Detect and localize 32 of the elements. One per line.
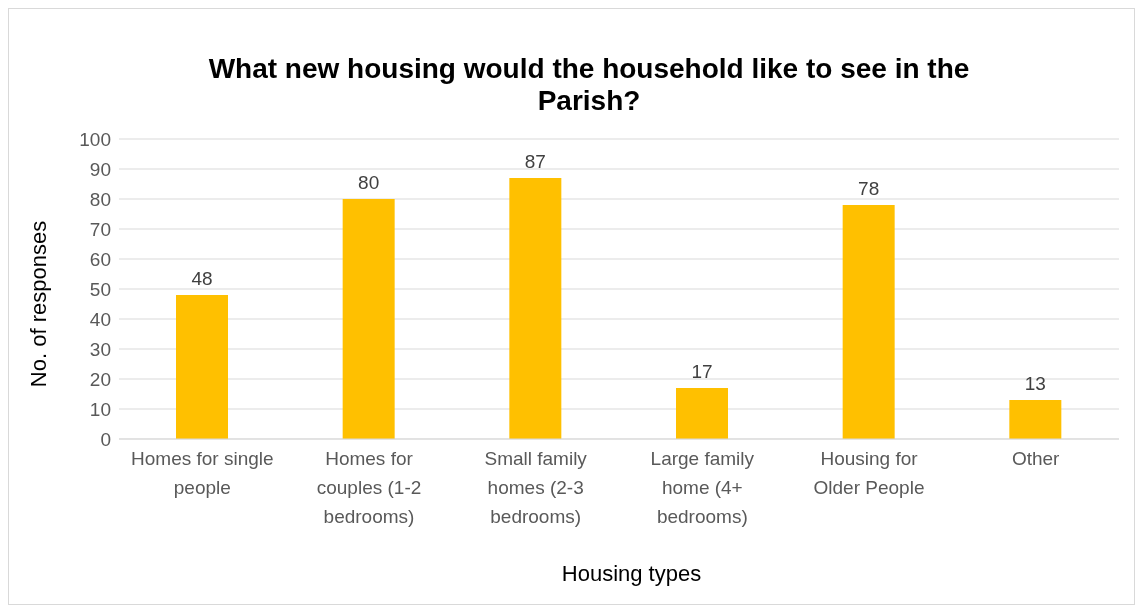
data-label: 17 [691,361,713,382]
x-tick-label: Other [1011,448,1061,469]
bar [176,295,228,439]
x-tick-label: Homes for couples (1-2 bedrooms) [316,448,422,527]
data-label: 13 [1024,373,1046,394]
y-tick-label: 90 [89,158,111,180]
y-axis-title: No. of responses [26,220,52,388]
data-label: 87 [524,151,546,172]
x-axis-title: Housing types [560,561,703,587]
y-tick-label: 0 [100,428,111,450]
y-tick-label: 30 [89,338,111,360]
bar [342,199,395,439]
y-tick-label: 80 [89,188,111,210]
bar [1009,400,1062,439]
y-tick-label: 60 [89,248,111,270]
x-tick-label: Large family home (4+ bedrooms) [650,448,755,527]
y-tick-label: 70 [89,218,111,240]
x-tick-label: Homes for single people [131,448,274,498]
chart-title: What new housing would the household like to see in the Parish? [207,53,971,117]
data-label: 78 [858,178,880,199]
y-tick-label: 100 [79,128,111,150]
x-tick-label: Small family homes (2-3 bedrooms) [484,448,588,527]
x-tick-label: Housing for Older People [813,448,925,498]
y-tick-label: 50 [89,278,111,300]
y-tick-label: 20 [89,368,111,390]
bar [509,178,562,439]
data-label: 48 [191,268,213,289]
y-tick-label: 10 [89,398,111,420]
y-tick-label: 40 [89,308,111,330]
bar [676,388,728,439]
data-label: 80 [358,172,380,193]
bar [842,205,895,439]
